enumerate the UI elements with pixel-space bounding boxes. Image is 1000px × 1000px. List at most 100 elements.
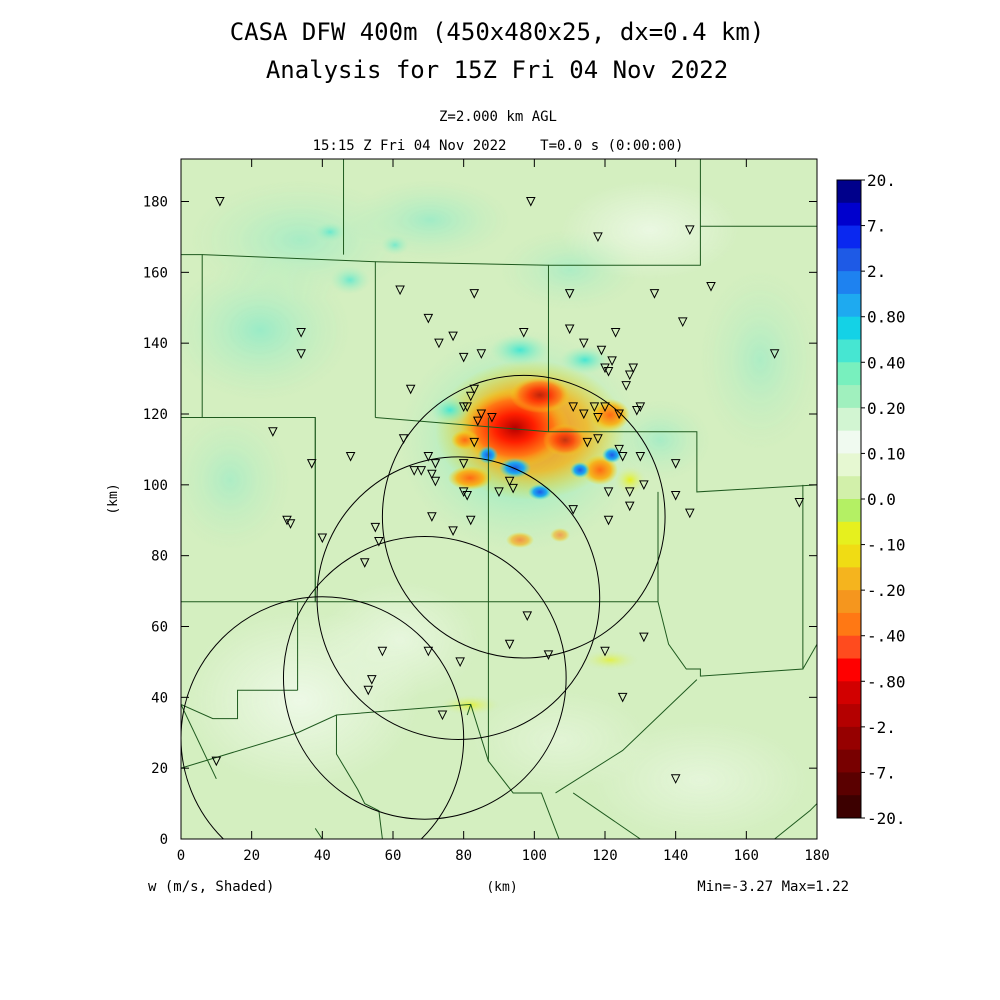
station-marker	[427, 512, 437, 522]
county-boundary	[487, 601, 560, 839]
colorbar-label: 0.20	[867, 399, 906, 418]
station-marker	[462, 402, 473, 413]
time-label: 15:15 Z Fri 04 Nov 2022 T=0.0 s (0:00:00…	[313, 138, 684, 154]
station-marker	[211, 756, 222, 767]
x-tick-label: 160	[734, 848, 759, 864]
station-marker	[437, 710, 448, 721]
station-marker	[568, 402, 579, 413]
colorbar-label: -.20	[867, 581, 906, 600]
station-marker	[670, 459, 681, 469]
station-marker	[476, 409, 487, 420]
colorbar-swatch	[837, 612, 861, 637]
station-marker	[465, 391, 476, 402]
x-tick-label: 120	[592, 848, 617, 864]
colorbar-swatch	[837, 430, 861, 454]
station-marker	[578, 338, 589, 349]
station-marker	[448, 526, 458, 536]
station-marker	[448, 331, 458, 342]
colorbar-swatch	[837, 521, 861, 546]
station-marker	[677, 317, 688, 328]
colorbar-swatch	[837, 795, 861, 819]
station-marker	[377, 646, 388, 657]
station-markers	[211, 197, 805, 784]
colorbar-swatch	[837, 202, 861, 227]
station-marker	[794, 498, 805, 508]
colorbar-label: -7.	[867, 763, 896, 782]
colorbar-swatch	[837, 704, 861, 728]
radar-range-ring	[381, 374, 666, 659]
field-texture	[181, 180, 817, 839]
station-marker	[476, 349, 487, 359]
colorbar-swatch	[837, 635, 861, 659]
colorbar-label: 2.	[867, 262, 886, 281]
colorbar-label: -2.	[867, 718, 896, 737]
county-boundary	[466, 704, 472, 716]
colorbar-label: 20.	[867, 171, 896, 190]
station-marker	[582, 437, 593, 448]
station-marker	[317, 533, 328, 544]
x-tick-label: 140	[663, 848, 688, 864]
field-label: w (m/s, Shaded)	[148, 879, 274, 895]
county-boundary	[335, 715, 383, 839]
county-boundary	[375, 417, 549, 433]
station-marker	[522, 611, 533, 621]
station-marker	[469, 437, 480, 448]
colorbar-swatch	[837, 407, 861, 432]
y-tick-label: 20	[151, 761, 168, 777]
colorbar-swatch	[837, 499, 861, 523]
station-marker	[617, 452, 628, 462]
station-marker	[593, 434, 603, 444]
station-marker	[600, 402, 610, 413]
station-marker	[670, 490, 681, 501]
station-marker	[614, 444, 624, 455]
county-boundary	[314, 828, 323, 839]
colorbar-swatch	[837, 225, 861, 249]
county-boundary	[774, 803, 817, 839]
station-marker	[469, 384, 480, 395]
colorbar-label: 7.	[867, 217, 886, 236]
county-boundary	[555, 679, 698, 794]
x-tick-label: 0	[177, 848, 185, 864]
x-tick-label: 180	[804, 848, 829, 864]
y-tick-label: 40	[151, 690, 168, 706]
y-axis: 0 20 40 60 80 100 120 140 160 180	[143, 195, 817, 848]
colorbar-label: 0.0	[867, 490, 896, 509]
colorbar-label: -.80	[867, 672, 906, 691]
station-marker	[624, 501, 635, 512]
min-max-label: Min=-3.27 Max=1.22	[697, 879, 849, 895]
y-tick-label: 60	[151, 620, 168, 636]
station-marker	[472, 416, 483, 427]
x-axis-unit: (km)	[486, 880, 517, 895]
station-marker	[624, 370, 635, 381]
station-marker	[215, 197, 225, 207]
station-marker	[296, 328, 306, 338]
county-boundary	[548, 431, 817, 493]
colorbar-swatch	[837, 453, 861, 477]
colorbar-swatch	[837, 362, 861, 386]
station-marker	[593, 413, 603, 423]
y-tick-label: 100	[143, 478, 168, 494]
plot-frame	[180, 158, 818, 840]
station-marker	[635, 452, 646, 462]
station-marker	[455, 657, 465, 668]
station-marker	[624, 487, 635, 498]
station-marker	[508, 483, 518, 494]
x-axis: 0 20 40 60 80 100 120 140 160 180	[177, 159, 830, 864]
station-marker	[603, 487, 614, 498]
colorbar: 20. 7. 2. 0.80 0.40 0.20 0.10 0.0 -.10 -.20 -.40 -.…	[836, 171, 906, 828]
colorbar-swatch	[837, 726, 861, 751]
colorbar-swatch	[837, 544, 861, 568]
station-marker	[504, 476, 515, 487]
colorbar-swatch	[837, 476, 861, 500]
station-marker	[621, 381, 632, 391]
station-marker	[430, 476, 441, 487]
colorbar-swatch	[837, 681, 861, 705]
station-marker	[564, 289, 575, 299]
station-marker	[296, 349, 306, 359]
x-tick-label: 100	[522, 848, 547, 864]
station-marker	[423, 313, 434, 324]
x-tick-label: 80	[455, 848, 472, 864]
station-marker	[525, 197, 536, 207]
x-tick-label: 20	[243, 848, 260, 864]
